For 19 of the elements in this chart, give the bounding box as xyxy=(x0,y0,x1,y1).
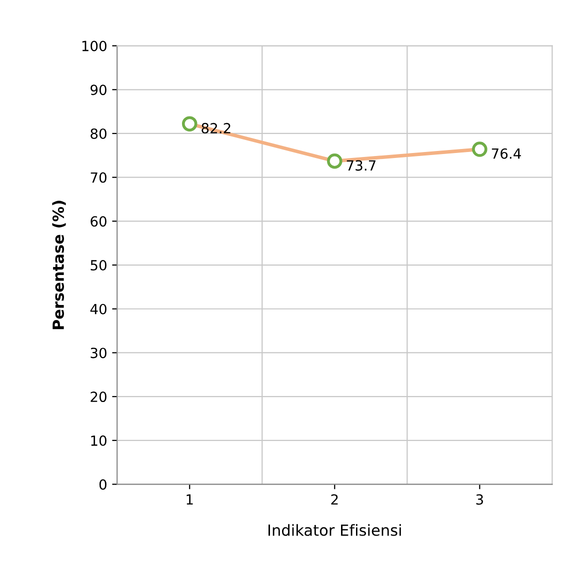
y-tick-label: 90 xyxy=(90,84,106,96)
x-axis-title: Indikator Efisiensi xyxy=(268,524,401,536)
data-label: 82.2 xyxy=(202,122,230,134)
y-axis-title: Persentase (%) xyxy=(52,200,66,330)
y-tick-label: 40 xyxy=(90,304,106,314)
y-tick-label: 0 xyxy=(99,479,106,490)
y-tick-label: 70 xyxy=(90,172,106,183)
y-tick-label: 10 xyxy=(91,435,106,446)
x-tick-label: 1 xyxy=(186,494,193,505)
data-label: 76.4 xyxy=(492,148,521,159)
y-tick-label: 80 xyxy=(90,128,106,139)
y-tick-label: 30 xyxy=(90,348,106,358)
y-tick-label: 50 xyxy=(90,260,106,271)
y-tick-label: 20 xyxy=(90,392,106,402)
y-tick-label: 60 xyxy=(90,216,106,227)
x-tick-label: 2 xyxy=(331,494,338,505)
data-label: 73.7 xyxy=(346,160,376,171)
y-tick-label: 100 xyxy=(82,40,106,52)
x-tick-label: 3 xyxy=(476,494,483,505)
